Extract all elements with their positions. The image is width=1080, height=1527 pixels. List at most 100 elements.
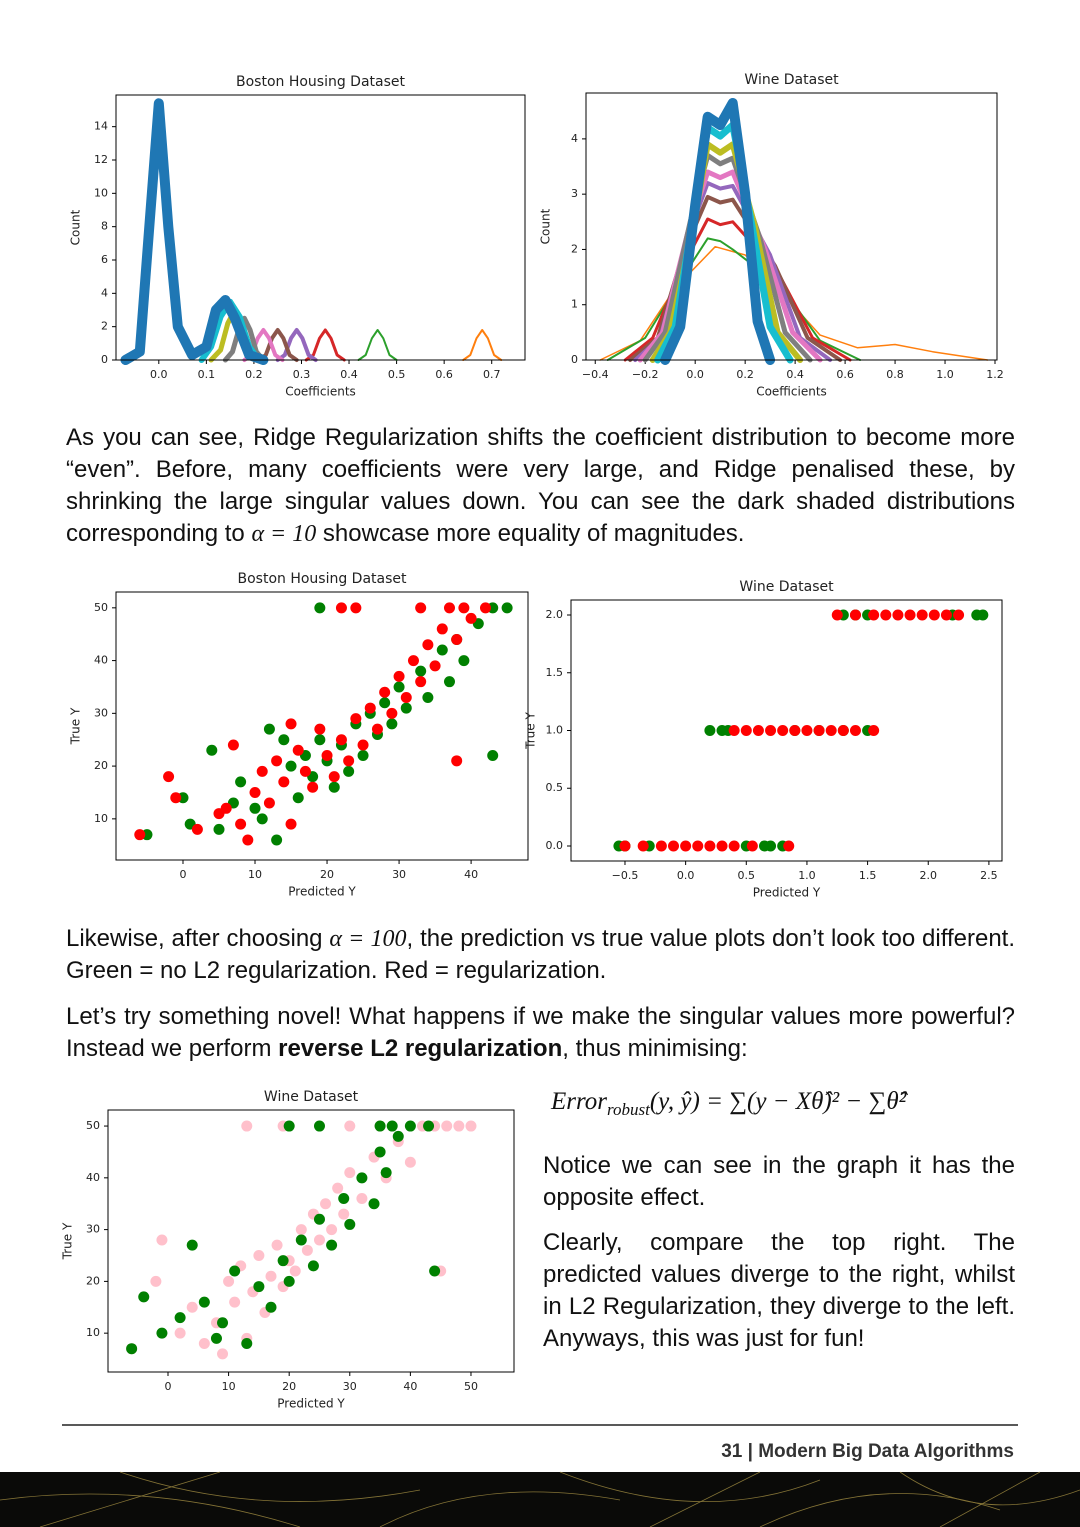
x-tick-label: −0.4 (582, 368, 609, 381)
scatter-point (210, 1332, 222, 1344)
y-tick-label: 8 (101, 220, 108, 233)
scatter-point (777, 725, 789, 736)
scatter-point (436, 623, 448, 635)
scatter-point (458, 602, 470, 614)
scatter-point (328, 771, 340, 783)
scatter-point (441, 1120, 453, 1132)
scatter-point (379, 686, 391, 698)
text: As you can see, Ridge Regularization shi… (66, 424, 1015, 547)
scatter-point (235, 776, 247, 788)
eq-rhs: (y, ŷ) = ∑(y − Xθ̂)² − ∑θ̂² (649, 1088, 907, 1115)
scatter-point (813, 725, 825, 736)
x-tick-label: 0.0 (150, 368, 168, 381)
scatter-point (880, 609, 892, 621)
footer: 31 | Modern Big Data Algorithms (721, 1441, 1014, 1462)
scatter-point (134, 829, 146, 841)
scatter-point (393, 670, 405, 682)
plot-frame (115, 591, 529, 861)
x-axis-label: Predicted Y (288, 885, 356, 899)
scatter-point (368, 1198, 380, 1210)
text: , thus minimising: (562, 1035, 748, 1062)
x-tick-label: 10 (222, 1380, 236, 1393)
footer-band (0, 1472, 1080, 1527)
paragraph: Clearly, compare the top right. The pred… (543, 1229, 1015, 1352)
scatter-point (392, 1130, 404, 1142)
scatter-point (928, 609, 940, 621)
scatter-point (350, 713, 362, 725)
kde-line (462, 329, 503, 361)
scatter-point (344, 1120, 356, 1132)
scatter-point (765, 725, 777, 736)
chart-title: Boston Housing Dataset (237, 571, 407, 587)
scatter-point (320, 1198, 332, 1210)
bold-text: reverse L2 regularization (278, 1035, 563, 1062)
plot-frame (570, 599, 1003, 862)
scatter-point (343, 765, 355, 777)
x-tick-label: 0 (164, 1380, 171, 1393)
scatter-point (453, 1120, 465, 1132)
y-tick-label: 2.0 (546, 608, 564, 621)
scatter-point (249, 786, 261, 798)
y-tick-label: 2 (101, 320, 108, 333)
scatter-point (451, 755, 463, 767)
scatter-point (849, 725, 861, 736)
scatter-point (313, 1120, 325, 1132)
scatter-point (825, 725, 837, 736)
eq-subscript: robust (607, 1100, 650, 1119)
scatter-point (415, 665, 427, 677)
kde-line (623, 217, 852, 362)
x-tick-label: 2.0 (919, 869, 937, 882)
scatter-point (335, 602, 347, 614)
kde-line (256, 328, 299, 362)
y-tick-label: 1 (571, 298, 578, 311)
scatter-point (680, 840, 692, 852)
x-tick-label: 20 (282, 1380, 296, 1393)
y-tick-label: 20 (94, 759, 108, 772)
scatter-point (285, 760, 297, 772)
scatter-point (480, 602, 492, 614)
x-tick-label: 0 (179, 868, 186, 881)
scatter-point (429, 660, 441, 672)
scatter-point (789, 725, 801, 736)
y-tick-label: 30 (86, 1223, 100, 1236)
scatter-point (357, 750, 369, 762)
scatter-point (326, 1224, 338, 1236)
scatter-point (229, 1296, 241, 1308)
kde-line (120, 98, 269, 365)
scatter-point (393, 681, 405, 693)
scatter-point (301, 1244, 313, 1256)
kde-line (642, 153, 813, 363)
y-tick-label: 50 (94, 601, 108, 614)
scatter-point (198, 1338, 210, 1350)
scatter-point (256, 765, 268, 777)
kde-line (357, 329, 398, 361)
scatter-point (126, 1343, 138, 1355)
plot-frame (585, 92, 998, 361)
y-tick-label: 10 (86, 1326, 100, 1339)
math: α = 10 (251, 521, 317, 547)
scatter-point (271, 755, 283, 767)
x-tick-label: 0.0 (686, 368, 704, 381)
scatter-point (292, 792, 304, 804)
scatter-point (501, 602, 513, 614)
scatter-point (916, 609, 928, 621)
plot-frame (107, 1109, 515, 1373)
scatter-point (380, 1167, 392, 1179)
x-axis-label: Coefficients (756, 385, 827, 399)
paragraph: Likewise, after choosing α = 100, the pr… (66, 923, 1015, 987)
x-tick-label: −0.5 (612, 869, 639, 882)
scatter-point (191, 823, 203, 835)
y-tick-label: 50 (86, 1119, 100, 1132)
y-tick-label: 30 (94, 706, 108, 719)
scatter-point (668, 840, 680, 852)
x-axis-label: Predicted Y (277, 1397, 345, 1411)
scatter-point (728, 840, 740, 852)
scatter-point (415, 602, 427, 614)
scatter-point (241, 1120, 253, 1132)
x-tick-label: 0.1 (198, 368, 216, 381)
scatter-point (404, 1120, 416, 1132)
scatter-point (451, 633, 463, 645)
scatter-point (465, 612, 477, 624)
scatter-point (783, 840, 795, 852)
scatter-point (831, 609, 843, 621)
